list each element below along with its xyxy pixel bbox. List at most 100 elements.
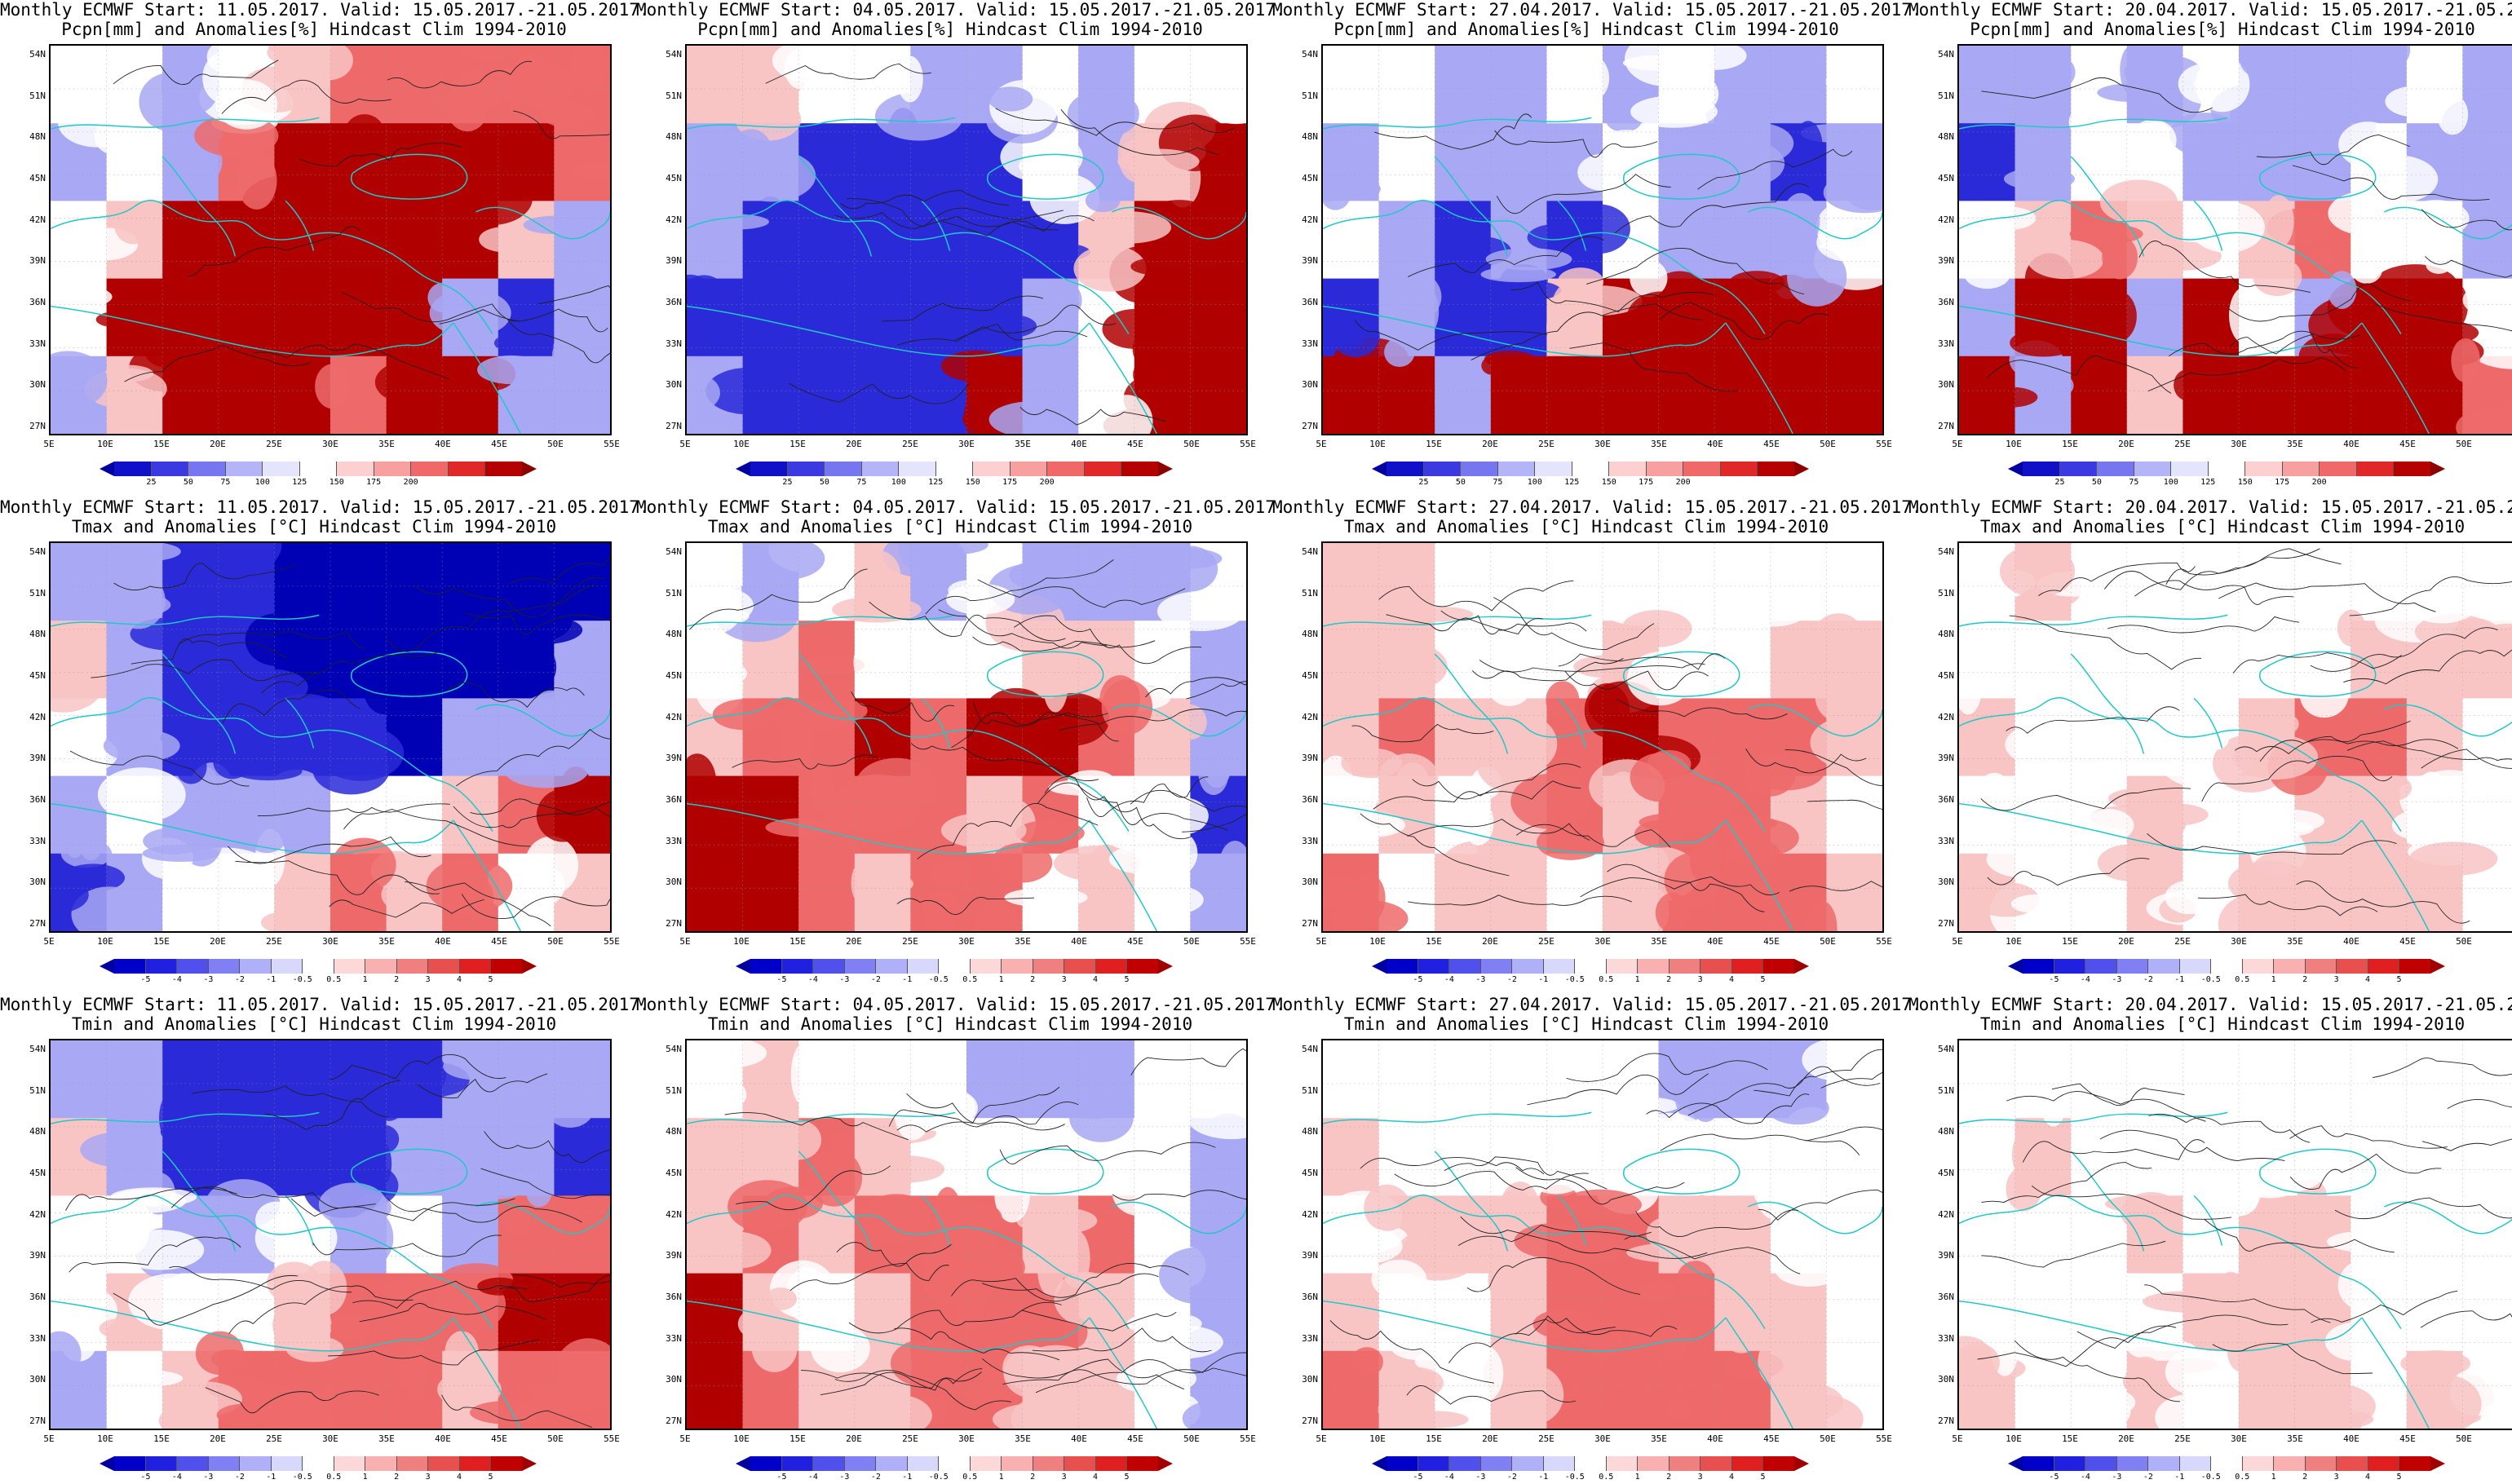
colorbar-swatch	[2305, 1456, 2337, 1471]
colorbar-label: -1	[1538, 1473, 1549, 1482]
anomaly-blob	[1323, 666, 1381, 710]
colorbar-swatch	[2211, 1456, 2243, 1471]
colorbar	[750, 959, 1158, 974]
anomaly-blob	[51, 546, 100, 573]
lon-tick-label: 35E	[378, 439, 395, 449]
lon-tick-label: 50E	[547, 936, 564, 947]
lat-tick-label: 51N	[29, 587, 46, 598]
contour-line	[1145, 677, 1246, 698]
lat-tick-label: 48N	[1302, 1126, 1318, 1137]
contour-line	[461, 894, 610, 920]
contour-line	[1130, 789, 1246, 812]
anomaly-blob	[1359, 1040, 1444, 1072]
anomaly-blob	[1630, 259, 1668, 298]
colorbar-swatch	[1033, 959, 1065, 974]
anomaly-blob	[962, 409, 987, 429]
anomaly-cell	[386, 1195, 443, 1274]
anomaly-blob	[1964, 259, 2010, 289]
anomaly-cell	[1546, 853, 1603, 931]
anomaly-blob	[2298, 128, 2335, 173]
anomaly-blob	[312, 744, 390, 795]
colorbar-swatch	[2337, 959, 2368, 974]
anomaly-blob	[80, 1132, 158, 1168]
colorbar-label: 175	[366, 478, 382, 487]
colorbar-label: 3	[2333, 975, 2339, 984]
anomaly-blob	[2072, 1040, 2144, 1088]
lon-tick-label: 5E	[1316, 1433, 1327, 1444]
anomaly-blob	[2375, 1077, 2444, 1102]
anomaly-blob	[698, 214, 769, 230]
contour-line	[1460, 1216, 1708, 1259]
anomaly-blob	[1536, 824, 1604, 860]
lon-tick-label: 40E	[1071, 439, 1087, 449]
colorbar-swatch	[459, 1456, 492, 1471]
lat-tick-label: 36N	[666, 794, 682, 805]
lon-tick-label: 5E	[1316, 439, 1327, 449]
colorbar-swatch	[1095, 1456, 1128, 1471]
colorbar-swatch	[2211, 959, 2243, 974]
anomaly-blob	[400, 1343, 429, 1401]
colorbar-label: -1	[266, 975, 276, 984]
anomaly-blob	[687, 150, 753, 210]
anomaly-blob	[2311, 248, 2334, 266]
anomaly-blob	[2456, 409, 2512, 434]
anomaly-blob	[59, 104, 126, 121]
anomaly-blob	[479, 227, 530, 253]
contour-line	[910, 743, 1099, 782]
anomaly-blob	[2420, 771, 2443, 794]
anomaly-blob	[1444, 1097, 1520, 1113]
contour-line	[1515, 1167, 1685, 1205]
anomaly-blob	[751, 1323, 798, 1372]
colorbar-swatch	[1700, 959, 1732, 974]
contour-line	[2165, 548, 2342, 585]
lon-tick-label: 30E	[2231, 439, 2247, 449]
contour-line	[834, 212, 1059, 231]
colorbar-label: -4	[807, 975, 818, 984]
anomaly-blob	[2255, 711, 2299, 737]
coastline	[285, 1195, 315, 1246]
anomaly-blob	[896, 55, 923, 103]
contour-line	[329, 899, 484, 918]
anomaly-blob	[1016, 1207, 1098, 1234]
anomaly-blob	[51, 161, 81, 201]
colorbar-swatch	[781, 1456, 814, 1471]
lat-tick-label: 33N	[666, 338, 682, 349]
anomaly-blob	[1802, 1040, 1865, 1080]
anomaly-blob	[1037, 1242, 1064, 1296]
anomaly-blob	[935, 165, 966, 188]
coastline	[2070, 653, 2145, 754]
anomaly-blob	[51, 1137, 87, 1165]
panel-title-start: Monthly ECMWF Start: 27.04.2017. Valid: …	[1272, 497, 1922, 517]
colorbar-swatch	[2399, 1456, 2430, 1471]
contour-line	[2006, 706, 2180, 734]
anomaly-blob	[1959, 289, 2013, 322]
anomaly-blob	[2370, 349, 2443, 404]
anomaly-blob	[288, 329, 378, 351]
colorbar-swatch	[411, 462, 449, 476]
anomaly-blob	[2327, 1230, 2411, 1253]
anomaly-blob	[992, 1402, 1081, 1429]
lat-tick-label: 48N	[1938, 629, 1954, 640]
anomaly-blob	[1463, 799, 1494, 846]
anomaly-blob	[449, 543, 487, 591]
colorbar-label: 150	[2237, 478, 2253, 487]
contour-line	[1407, 819, 1590, 841]
anomaly-blob	[1364, 1184, 1411, 1231]
anomaly-blob	[1395, 762, 1430, 806]
contours	[724, 1048, 1246, 1411]
colorbar-swatch	[1386, 462, 1424, 476]
anomaly-blob	[487, 634, 547, 691]
anomaly-blob	[1646, 1216, 1693, 1252]
contour-line	[834, 1370, 1011, 1411]
lat-tick-label: 30N	[1302, 379, 1318, 391]
anomaly-blob	[569, 46, 608, 94]
map-panel-r1-c0: Monthly ECMWF Start: 11.05.2017. Valid: …	[0, 497, 650, 987]
anomaly-blob	[2342, 46, 2411, 75]
lon-tick-label: 20E	[1482, 1433, 1498, 1444]
anomaly-blob	[1112, 1168, 1168, 1217]
anomaly-field	[51, 46, 610, 434]
lon-tick-label: 50E	[2456, 1433, 2472, 1444]
lon-tick-label: 55E	[2504, 936, 2512, 947]
anomaly-blob	[2192, 1136, 2282, 1161]
colorbar-label: -0.5	[2200, 975, 2221, 984]
